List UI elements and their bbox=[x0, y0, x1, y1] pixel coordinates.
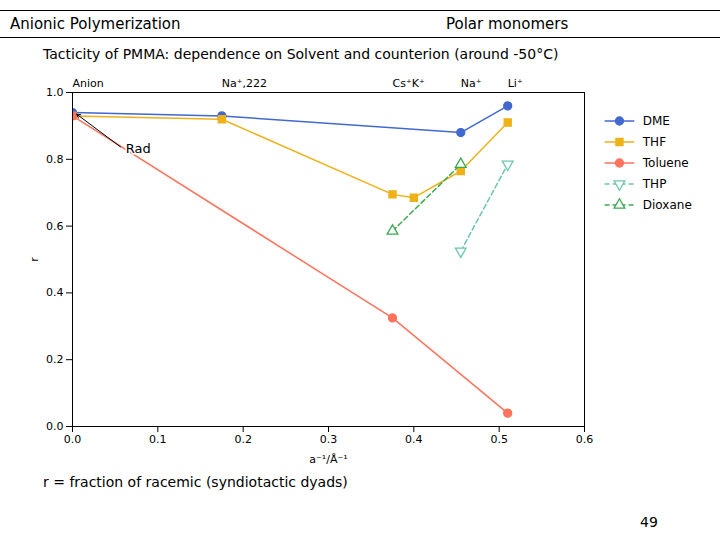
svg-text:0.6: 0.6 bbox=[46, 220, 64, 233]
svg-text:Anion: Anion bbox=[73, 77, 104, 90]
svg-text:0.4: 0.4 bbox=[405, 433, 423, 446]
svg-text:THP: THP bbox=[642, 177, 667, 191]
svg-text:THF: THF bbox=[642, 135, 666, 149]
html-text:Tacticity of PMMA: dependence: Tacticity of PMMA: dependence on Solvent… bbox=[43, 46, 559, 62]
svg-text:0.1: 0.1 bbox=[149, 433, 167, 446]
svg-text:0.2: 0.2 bbox=[46, 353, 64, 366]
svg-text:Dioxane: Dioxane bbox=[643, 198, 692, 212]
svg-text:DME: DME bbox=[643, 114, 670, 128]
html-text:r = fraction of racemic (syndi: r = fraction of racemic (syndiotactic dy… bbox=[43, 474, 348, 490]
svg-text:0.6: 0.6 bbox=[576, 433, 594, 446]
svg-text:Li⁺: Li⁺ bbox=[508, 77, 523, 90]
svg-text:0.4: 0.4 bbox=[46, 286, 64, 299]
svg-text:0.2: 0.2 bbox=[234, 433, 252, 446]
svg-text:Na⁺,222: Na⁺,222 bbox=[222, 77, 267, 90]
svg-text:0.5: 0.5 bbox=[490, 433, 508, 446]
svg-text:a⁻¹/Å⁻¹: a⁻¹/Å⁻¹ bbox=[309, 453, 347, 466]
svg-text:Toluene: Toluene bbox=[642, 156, 689, 170]
svg-text:1.0: 1.0 bbox=[46, 86, 64, 99]
svg-text:0.8: 0.8 bbox=[46, 153, 64, 166]
svg-text:r: r bbox=[28, 257, 41, 262]
html-text:Polar monomers: Polar monomers bbox=[446, 15, 569, 33]
html-text:Anionic Polymerization: Anionic Polymerization bbox=[10, 15, 181, 33]
svg-text:Cs⁺K⁺: Cs⁺K⁺ bbox=[393, 77, 425, 90]
svg-text:0.0: 0.0 bbox=[64, 433, 82, 446]
svg-text:Rad: Rad bbox=[126, 141, 151, 156]
svg-text:0.0: 0.0 bbox=[46, 420, 64, 433]
svg-text:0.3: 0.3 bbox=[320, 433, 338, 446]
svg-text:Na⁺: Na⁺ bbox=[461, 77, 482, 90]
html-text:49: 49 bbox=[640, 514, 658, 530]
